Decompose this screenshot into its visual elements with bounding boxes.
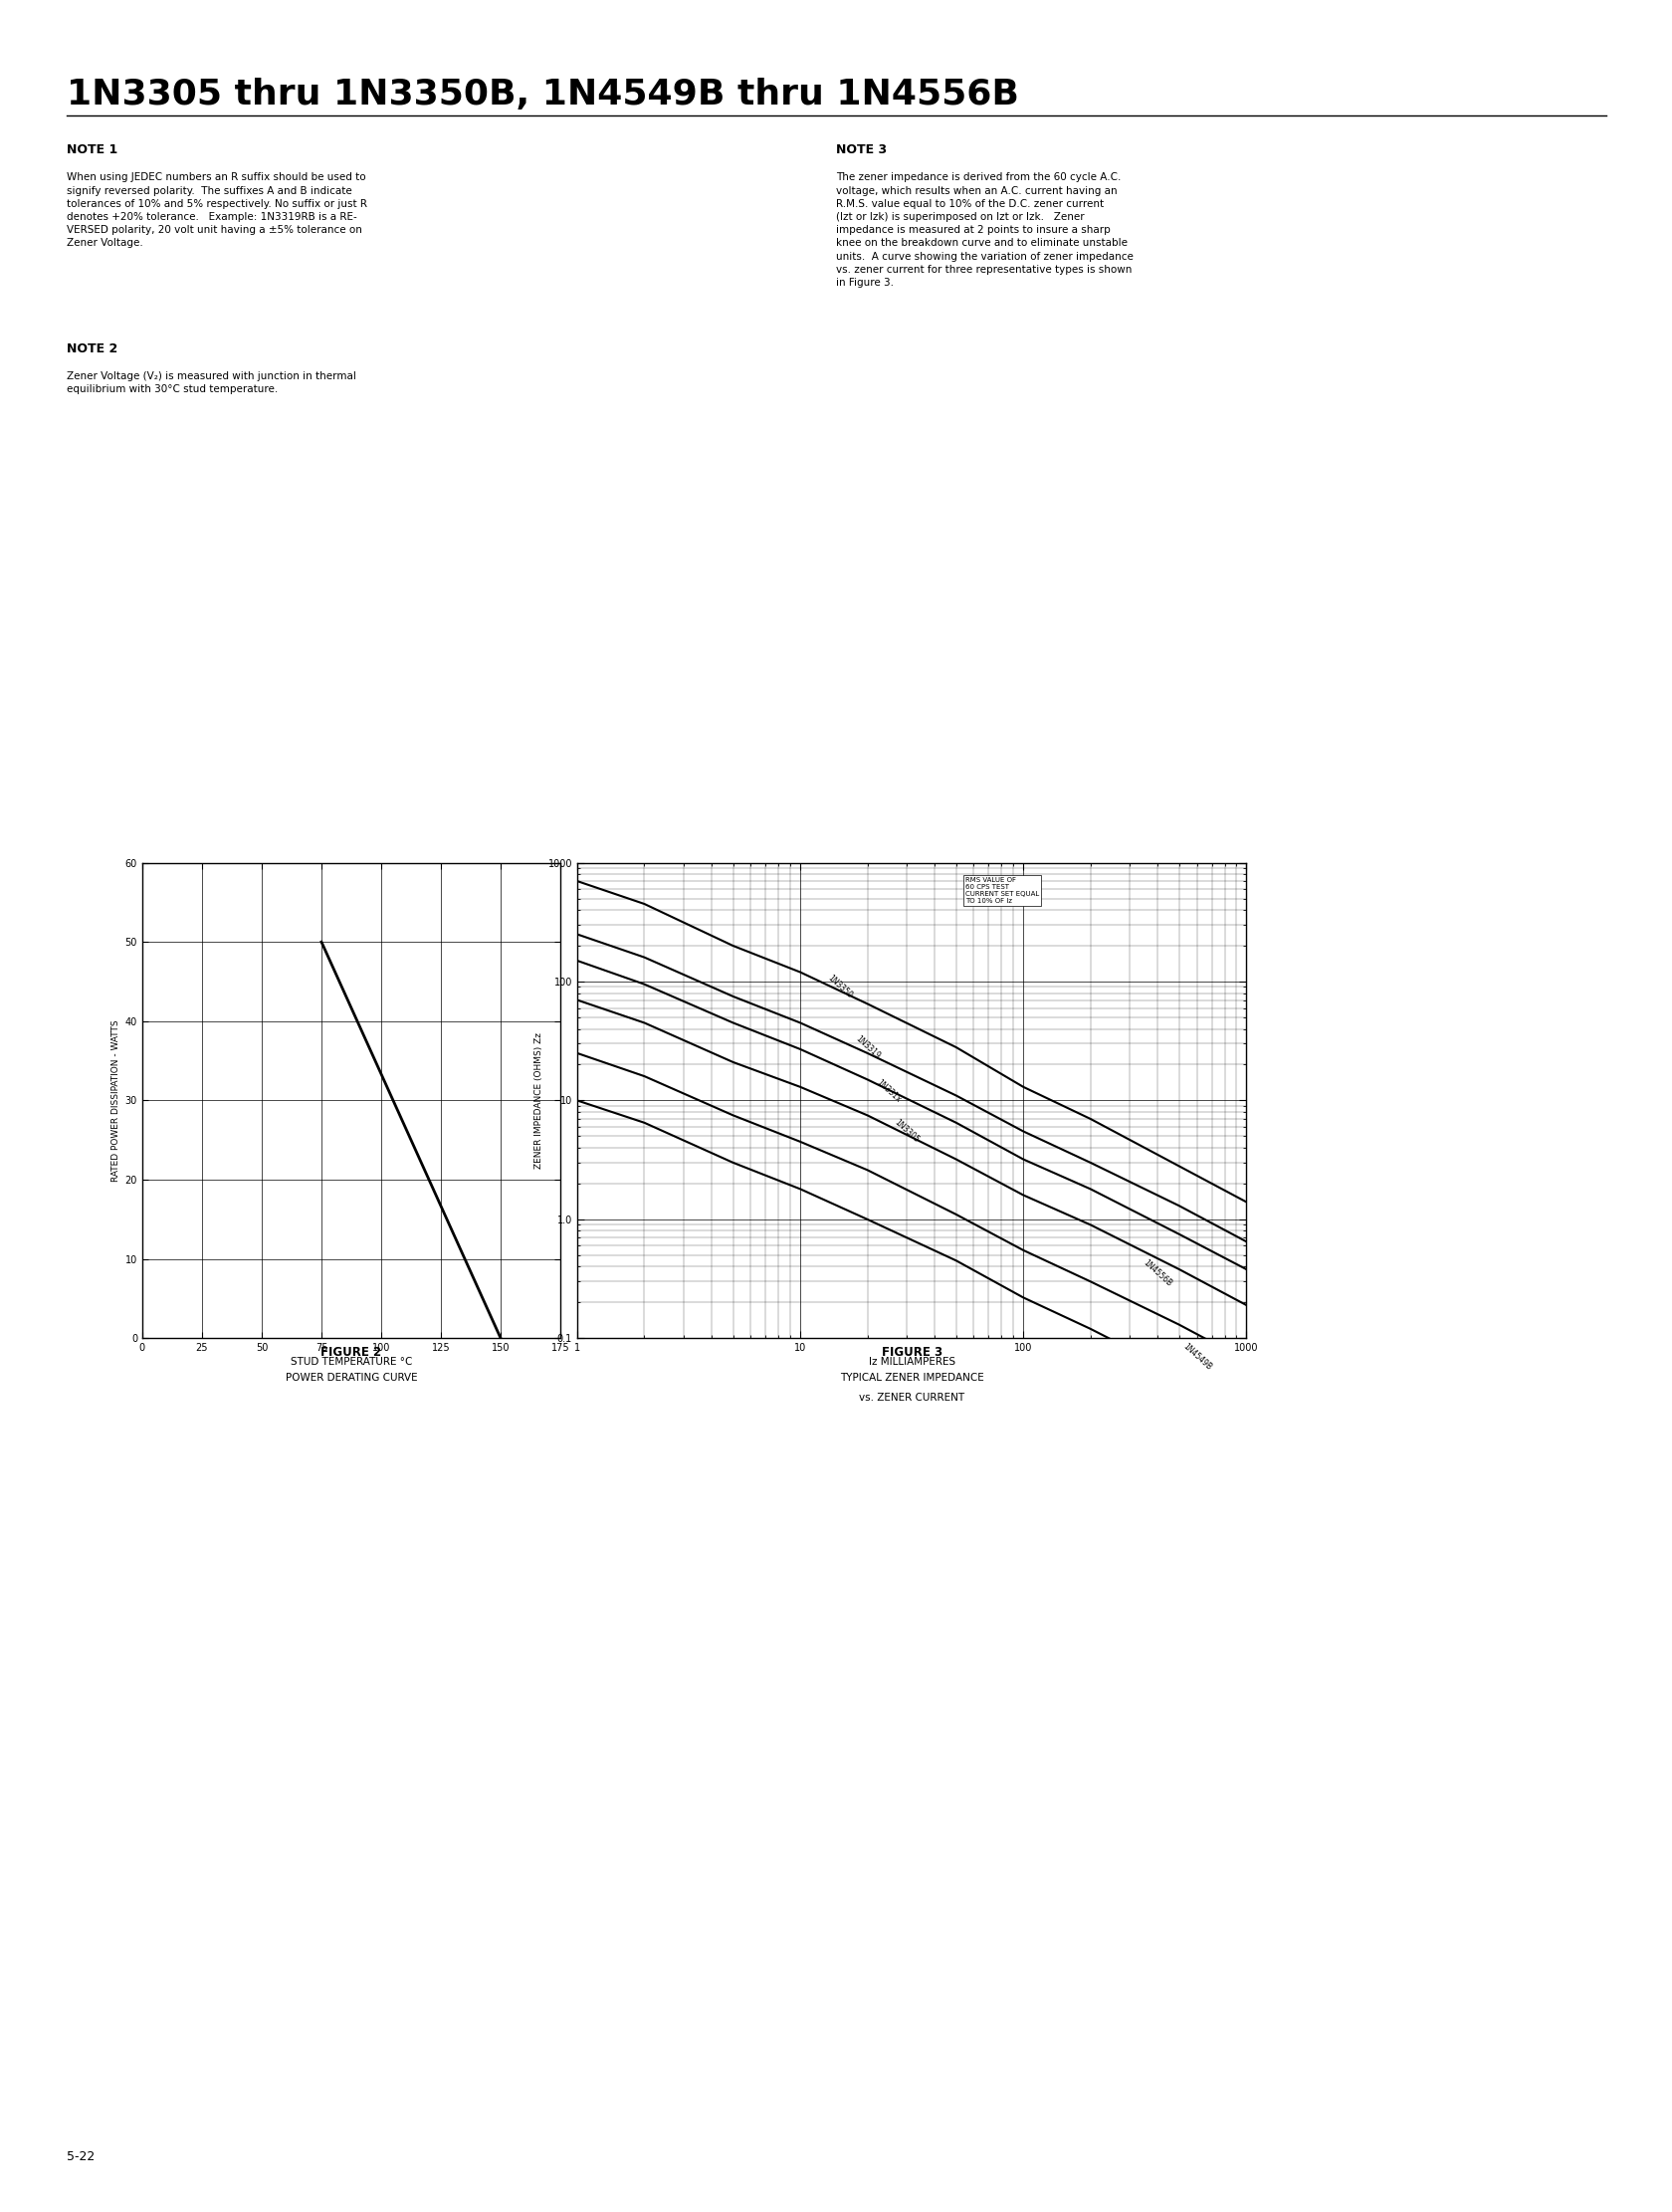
Text: 1N3350: 1N3350 <box>824 973 853 1000</box>
Text: 1N331x: 1N331x <box>874 1077 903 1104</box>
Text: vs. ZENER CURRENT: vs. ZENER CURRENT <box>858 1391 965 1402</box>
Text: RMS VALUE OF
60 CPS TEST
CURRENT SET EQUAL
TO 10% OF Iz: RMS VALUE OF 60 CPS TEST CURRENT SET EQU… <box>965 876 1038 905</box>
Text: FIGURE 3: FIGURE 3 <box>881 1345 941 1358</box>
Text: The zener impedance is derived from the 60 cycle A.C.
voltage, which results whe: The zener impedance is derived from the … <box>836 173 1134 288</box>
Text: 1N3305 thru 1N3350B, 1N4549B thru 1N4556B: 1N3305 thru 1N3350B, 1N4549B thru 1N4556… <box>67 77 1018 111</box>
Text: NOTE 1: NOTE 1 <box>67 144 117 157</box>
Text: NOTE 2: NOTE 2 <box>67 343 117 356</box>
Text: 1N4556B: 1N4556B <box>1140 1259 1172 1290</box>
Y-axis label: RATED POWER DISSIPATION - WATTS: RATED POWER DISSIPATION - WATTS <box>112 1020 120 1181</box>
Text: When using JEDEC numbers an R suffix should be used to
signify reversed polarity: When using JEDEC numbers an R suffix sho… <box>67 173 368 248</box>
Text: TYPICAL ZENER IMPEDANCE: TYPICAL ZENER IMPEDANCE <box>839 1371 983 1382</box>
Text: 5-22: 5-22 <box>67 2150 95 2163</box>
X-axis label: Iz MILLIAMPERES: Iz MILLIAMPERES <box>868 1358 955 1367</box>
Text: 1N3305: 1N3305 <box>893 1117 920 1144</box>
Text: POWER DERATING CURVE: POWER DERATING CURVE <box>286 1371 416 1382</box>
Text: 1N3319: 1N3319 <box>853 1033 881 1060</box>
Text: Zener Voltage (V₂) is measured with junction in thermal
equilibrium with 30°C st: Zener Voltage (V₂) is measured with junc… <box>67 372 356 394</box>
X-axis label: STUD TEMPERATURE °C: STUD TEMPERATURE °C <box>291 1358 411 1367</box>
Text: FIGURE 2: FIGURE 2 <box>321 1345 381 1358</box>
Text: 1N4549B: 1N4549B <box>1180 1343 1212 1371</box>
Y-axis label: ZENER IMPEDANCE (OHMS) Zz: ZENER IMPEDANCE (OHMS) Zz <box>535 1033 543 1168</box>
Text: NOTE 3: NOTE 3 <box>836 144 886 157</box>
